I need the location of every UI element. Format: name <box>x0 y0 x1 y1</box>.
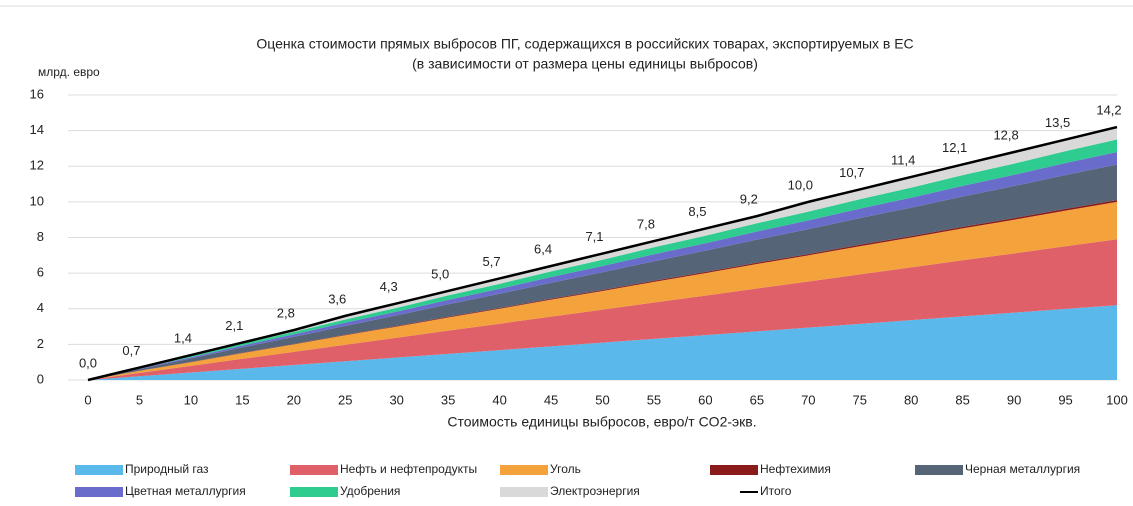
data-label: 11,4 <box>891 152 915 167</box>
y-axis-label: млрд. евро <box>38 65 100 79</box>
y-tick-label: 6 <box>37 265 44 280</box>
y-tick-label: 14 <box>30 122 44 137</box>
x-axis-label: Стоимость единицы выбросов, евро/т CO2-э… <box>447 414 756 430</box>
x-tick-label: 60 <box>698 392 712 407</box>
x-tick-label: 45 <box>544 392 558 407</box>
data-label: 5,7 <box>483 254 501 269</box>
x-tick-label: 80 <box>904 392 918 407</box>
y-tick-label: 8 <box>37 229 44 244</box>
legend-label: Уголь <box>550 462 581 476</box>
legend-swatch <box>75 465 123 475</box>
y-tick-label: 12 <box>30 158 44 173</box>
legend-swatch <box>500 487 548 497</box>
data-label: 10,0 <box>788 177 813 192</box>
legend-swatch <box>710 465 758 475</box>
x-tick-label: 20 <box>287 392 301 407</box>
x-tick-label: 15 <box>235 392 249 407</box>
data-label: 0,7 <box>122 343 140 358</box>
legend-label: Удобрения <box>340 484 400 498</box>
y-tick-label: 10 <box>30 193 44 208</box>
data-label: 12,1 <box>942 140 967 155</box>
legend-label: Нефть и нефтепродукты <box>340 462 477 476</box>
x-tick-label: 100 <box>1106 392 1128 407</box>
x-tick-label: 90 <box>1007 392 1021 407</box>
legend-label: Нефтехимия <box>760 462 831 476</box>
data-label: 13,5 <box>1045 115 1070 130</box>
total-line <box>87 125 1118 382</box>
x-tick-label: 5 <box>136 392 143 407</box>
data-label: 10,7 <box>839 165 864 180</box>
data-label: 2,1 <box>225 318 243 333</box>
x-tick-label: 75 <box>853 392 867 407</box>
data-label: 2,8 <box>277 306 295 321</box>
y-tick-label: 0 <box>37 371 44 386</box>
data-label: 7,1 <box>585 229 603 244</box>
legend-label: Электроэнергия <box>550 484 640 498</box>
legend-label: Природный газ <box>125 462 209 476</box>
x-tick-label: 95 <box>1058 392 1072 407</box>
data-label: 8,5 <box>688 204 706 219</box>
legend-swatch <box>915 465 963 475</box>
x-tick-label: 70 <box>801 392 815 407</box>
data-label: 14,2 <box>1096 103 1121 118</box>
chart-title: Оценка стоимости прямых выбросов ПГ, сод… <box>256 36 913 52</box>
data-label: 9,2 <box>740 192 758 207</box>
x-tick-label: 40 <box>492 392 506 407</box>
data-label: 3,6 <box>328 291 346 306</box>
chart-subtitle: (в зависимости от размера цены единицы в… <box>412 56 758 72</box>
x-tick-label: 65 <box>750 392 764 407</box>
x-tick-label: 55 <box>647 392 661 407</box>
x-tick-label: 10 <box>184 392 198 407</box>
legend-label: Итого <box>760 484 792 498</box>
data-label: 0,0 <box>79 355 97 370</box>
x-tick-label: 0 <box>84 392 91 407</box>
data-label: 4,3 <box>380 279 398 294</box>
legend-label: Цветная металлургия <box>125 484 246 498</box>
data-label: 7,8 <box>637 217 655 232</box>
data-label: 5,0 <box>431 266 449 281</box>
legend-swatch <box>75 487 123 497</box>
x-tick-label: 85 <box>955 392 969 407</box>
legend-swatch <box>290 465 338 475</box>
y-tick-label: 4 <box>37 300 44 315</box>
data-label: 6,4 <box>534 241 552 256</box>
x-tick-label: 25 <box>338 392 352 407</box>
legend-swatch <box>290 487 338 497</box>
x-tick-label: 35 <box>441 392 455 407</box>
y-tick-label: 2 <box>37 336 44 351</box>
x-tick-label: 50 <box>595 392 609 407</box>
legend-label: Черная металлургия <box>965 462 1080 476</box>
data-label: 1,4 <box>174 331 192 346</box>
x-tick-label: 30 <box>389 392 403 407</box>
data-label: 12,8 <box>993 127 1018 142</box>
y-tick-label: 16 <box>30 86 44 101</box>
legend-swatch <box>500 465 548 475</box>
